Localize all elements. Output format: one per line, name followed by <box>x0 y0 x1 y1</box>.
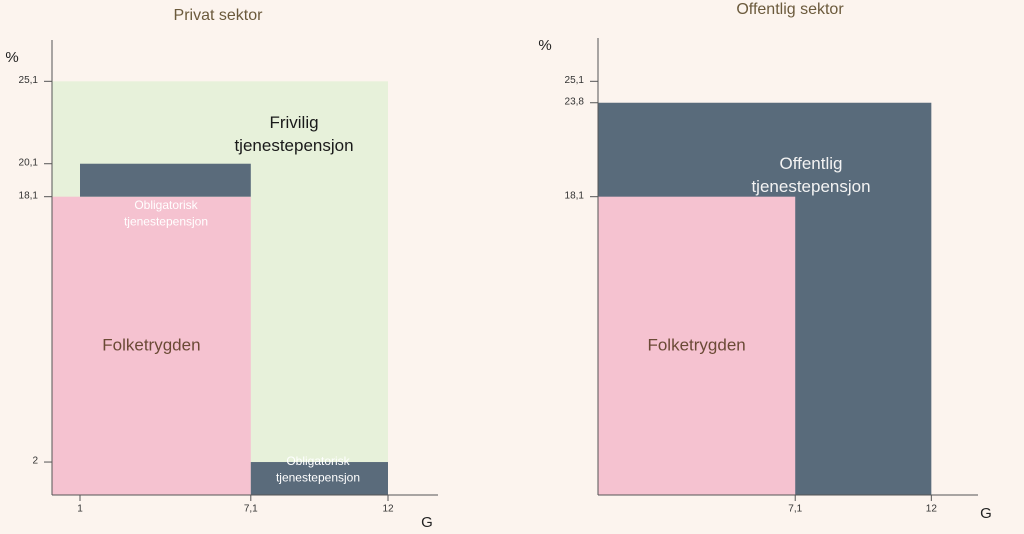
y-tick-label: 25,1 <box>19 75 39 86</box>
x-tick-label: 7,1 <box>244 504 258 515</box>
x-axis-label: G <box>980 505 992 522</box>
chart-title: Privat sektor <box>174 7 264 24</box>
region-label: tjenestepensjon <box>751 177 870 196</box>
y-axis-label: % <box>538 37 551 54</box>
region-label: tjenestepensjon <box>124 214 208 228</box>
y-tick-label: 18,1 <box>19 190 39 201</box>
x-tick-label: 12 <box>926 504 938 515</box>
region <box>80 163 251 197</box>
y-tick-label: 18,1 <box>565 190 585 201</box>
region-label: Folketrygden <box>102 335 200 354</box>
y-tick-label: 2 <box>32 456 38 467</box>
y-tick-label: 25,1 <box>565 75 585 86</box>
region-label: Obligatorisk <box>286 454 350 468</box>
region-label: Offentlig <box>779 154 842 173</box>
y-tick-label: 20,1 <box>19 157 39 168</box>
region-label: tjenestepensjon <box>276 470 360 484</box>
region-label: Obligatorisk <box>134 198 198 212</box>
region-label: Frivilig <box>269 113 318 132</box>
y-tick-label: 23,8 <box>565 96 585 107</box>
region <box>598 196 796 495</box>
region <box>52 196 251 495</box>
x-tick-label: 12 <box>382 504 394 515</box>
y-axis-label: % <box>5 49 18 66</box>
x-axis-label: G <box>421 514 433 531</box>
region-label: tjenestepensjon <box>234 136 353 155</box>
x-tick-label: 1 <box>77 504 83 515</box>
x-tick-label: 7,1 <box>788 504 802 515</box>
region-label: Folketrygden <box>647 335 745 354</box>
region <box>250 462 388 495</box>
chart-title: Offentlig sektor <box>736 1 844 18</box>
